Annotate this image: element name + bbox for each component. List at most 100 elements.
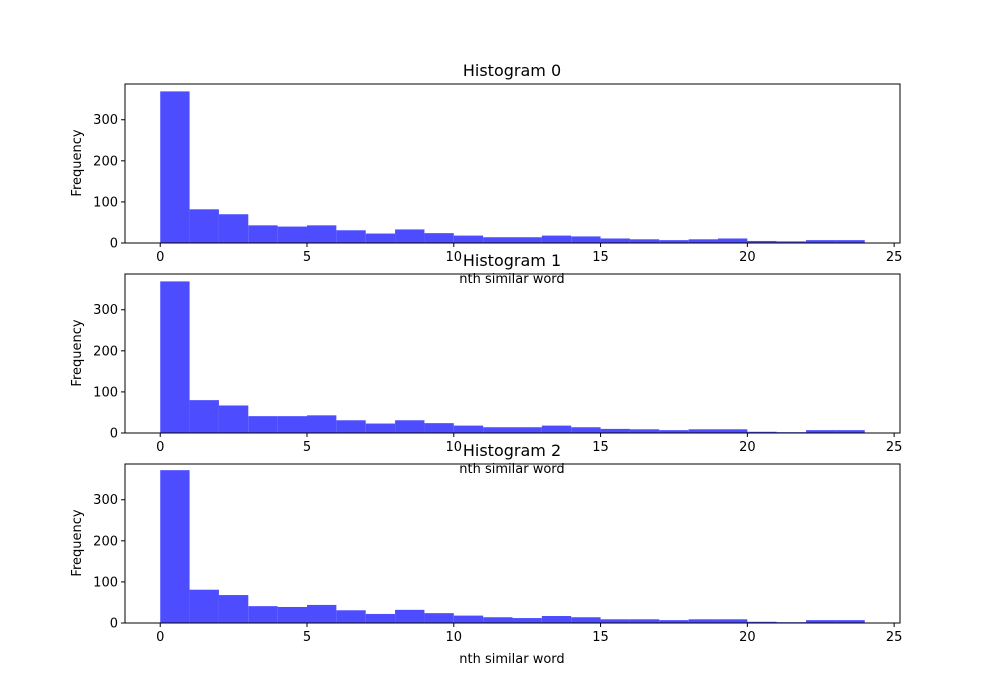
subplot-0: 0 5 10 15 20 25 0 100 200 300 Histogram 0 Freque… [70,61,902,287]
histogram-bar [307,415,337,433]
subplot-1: 0 5 10 15 20 25 0 10 0 20 0 300 Frequency nth simi… [70,251,902,477]
histogram-bar [248,416,278,433]
y-tick-label: 100 [93,575,118,590]
histogram-bar [307,225,337,243]
histogram-bar [424,423,454,433]
x-tick-label: 20 [739,250,756,265]
histogram-bar [659,620,689,623]
histogram-bar [629,429,660,433]
histogram-bar [160,470,190,623]
y-axis-label-1: Frequency [70,319,85,386]
histogram-bar [688,619,718,623]
histogram-bar [747,621,777,623]
x-tick-label: 0 [156,630,164,645]
histogram-bar [189,209,219,243]
histogram-bar [806,430,836,433]
xticks-0: 0 5 10 15 20 25 [156,243,902,265]
y-tick-label: 100 [93,195,118,210]
y-tick-label: 300 [93,303,118,318]
histogram-bar [307,604,337,623]
yticks-0: 0 100 200 300 [93,113,125,252]
x-tick-label: 15 [592,250,609,265]
histogram-bar [541,616,572,623]
xticks-1: 0 5 10 15 20 25 [156,433,902,455]
x-tick-label: 10 [446,250,463,265]
histogram-bar [424,613,454,623]
histogram-bar [659,240,689,243]
yticks-1: 0 100 200 300 [93,303,125,442]
histogram-bar [248,225,278,243]
histogram-bar [395,609,425,623]
histogram-bar [248,606,278,623]
axes-frame-1 [124,273,901,434]
histogram-bar [571,427,601,433]
y-tick-label: 200 [93,534,118,549]
histogram-bar [424,233,454,243]
histogram-bar [717,619,748,623]
histogram-bar [160,281,190,433]
histogram-bar [483,617,513,623]
x-tick-label: 25 [886,440,903,455]
histogram-bar [395,229,425,243]
histogram-bar [189,589,219,623]
histogram-bar [512,427,542,433]
histogram-bar [453,615,484,623]
y-axis-label-2: Frequency [70,509,85,576]
axes-frame-0 [124,83,901,244]
histogram-bar [365,613,396,623]
histogram-bar [336,230,366,243]
histogram-bar [571,236,601,243]
histogram-bar [835,240,865,243]
chart-title-1: Histogram 1 [463,251,561,270]
x-tick-label: 10 [446,440,463,455]
axes-frame-2 [124,463,901,624]
histogram-bar [541,425,572,433]
histogram-bar [541,235,572,243]
y-tick-label: 200 [93,154,118,169]
histogram-bar [218,214,249,243]
histogram-bar [571,617,601,623]
histogram-bar [688,429,718,433]
chart-title-2: Histogram 2 [463,441,561,460]
histogram-bar [717,429,748,433]
y-axis-label-0: Frequency [70,129,85,196]
histogram-bar [365,423,396,433]
histogram-bar [218,405,249,433]
histogram-bar [600,619,630,623]
x-tick-label: 25 [886,630,903,645]
histogram-bar [189,400,219,433]
histogram-bar [453,425,484,433]
histogram-bar [483,427,513,433]
histogram-bar [806,620,836,623]
histogram-bar [277,226,308,243]
x-tick-label: 10 [446,630,463,645]
x-tick-label: 15 [592,440,609,455]
x-tick-label: 0 [156,440,164,455]
bars-2 [160,470,865,623]
x-tick-label: 5 [303,630,311,645]
histogram-bar [277,606,308,623]
x-tick-label: 15 [592,630,609,645]
x-tick-label: 20 [739,630,756,645]
x-tick-label: 0 [156,250,164,265]
histogram-bar [365,233,396,243]
y-tick-label: 0 [110,237,118,252]
histogram-bar [688,239,718,243]
y-tick-label: 0 [110,617,118,632]
bars-1 [160,281,865,433]
x-axis-label-0: nth similar word [459,272,564,287]
histogram-bar [659,430,689,433]
x-tick-label: 25 [886,250,903,265]
histogram-bar [218,595,249,623]
x-axis-label-2: nth similar word [459,652,564,667]
x-tick-label: 20 [739,440,756,455]
histogram-bar [600,238,630,243]
histogram-bar [600,428,630,433]
histogram-bar [747,431,777,433]
histogram-bar [747,240,777,243]
histogram-bar [453,235,484,243]
y-tick-label: 0 [110,427,118,442]
x-tick-label: 5 [303,440,311,455]
